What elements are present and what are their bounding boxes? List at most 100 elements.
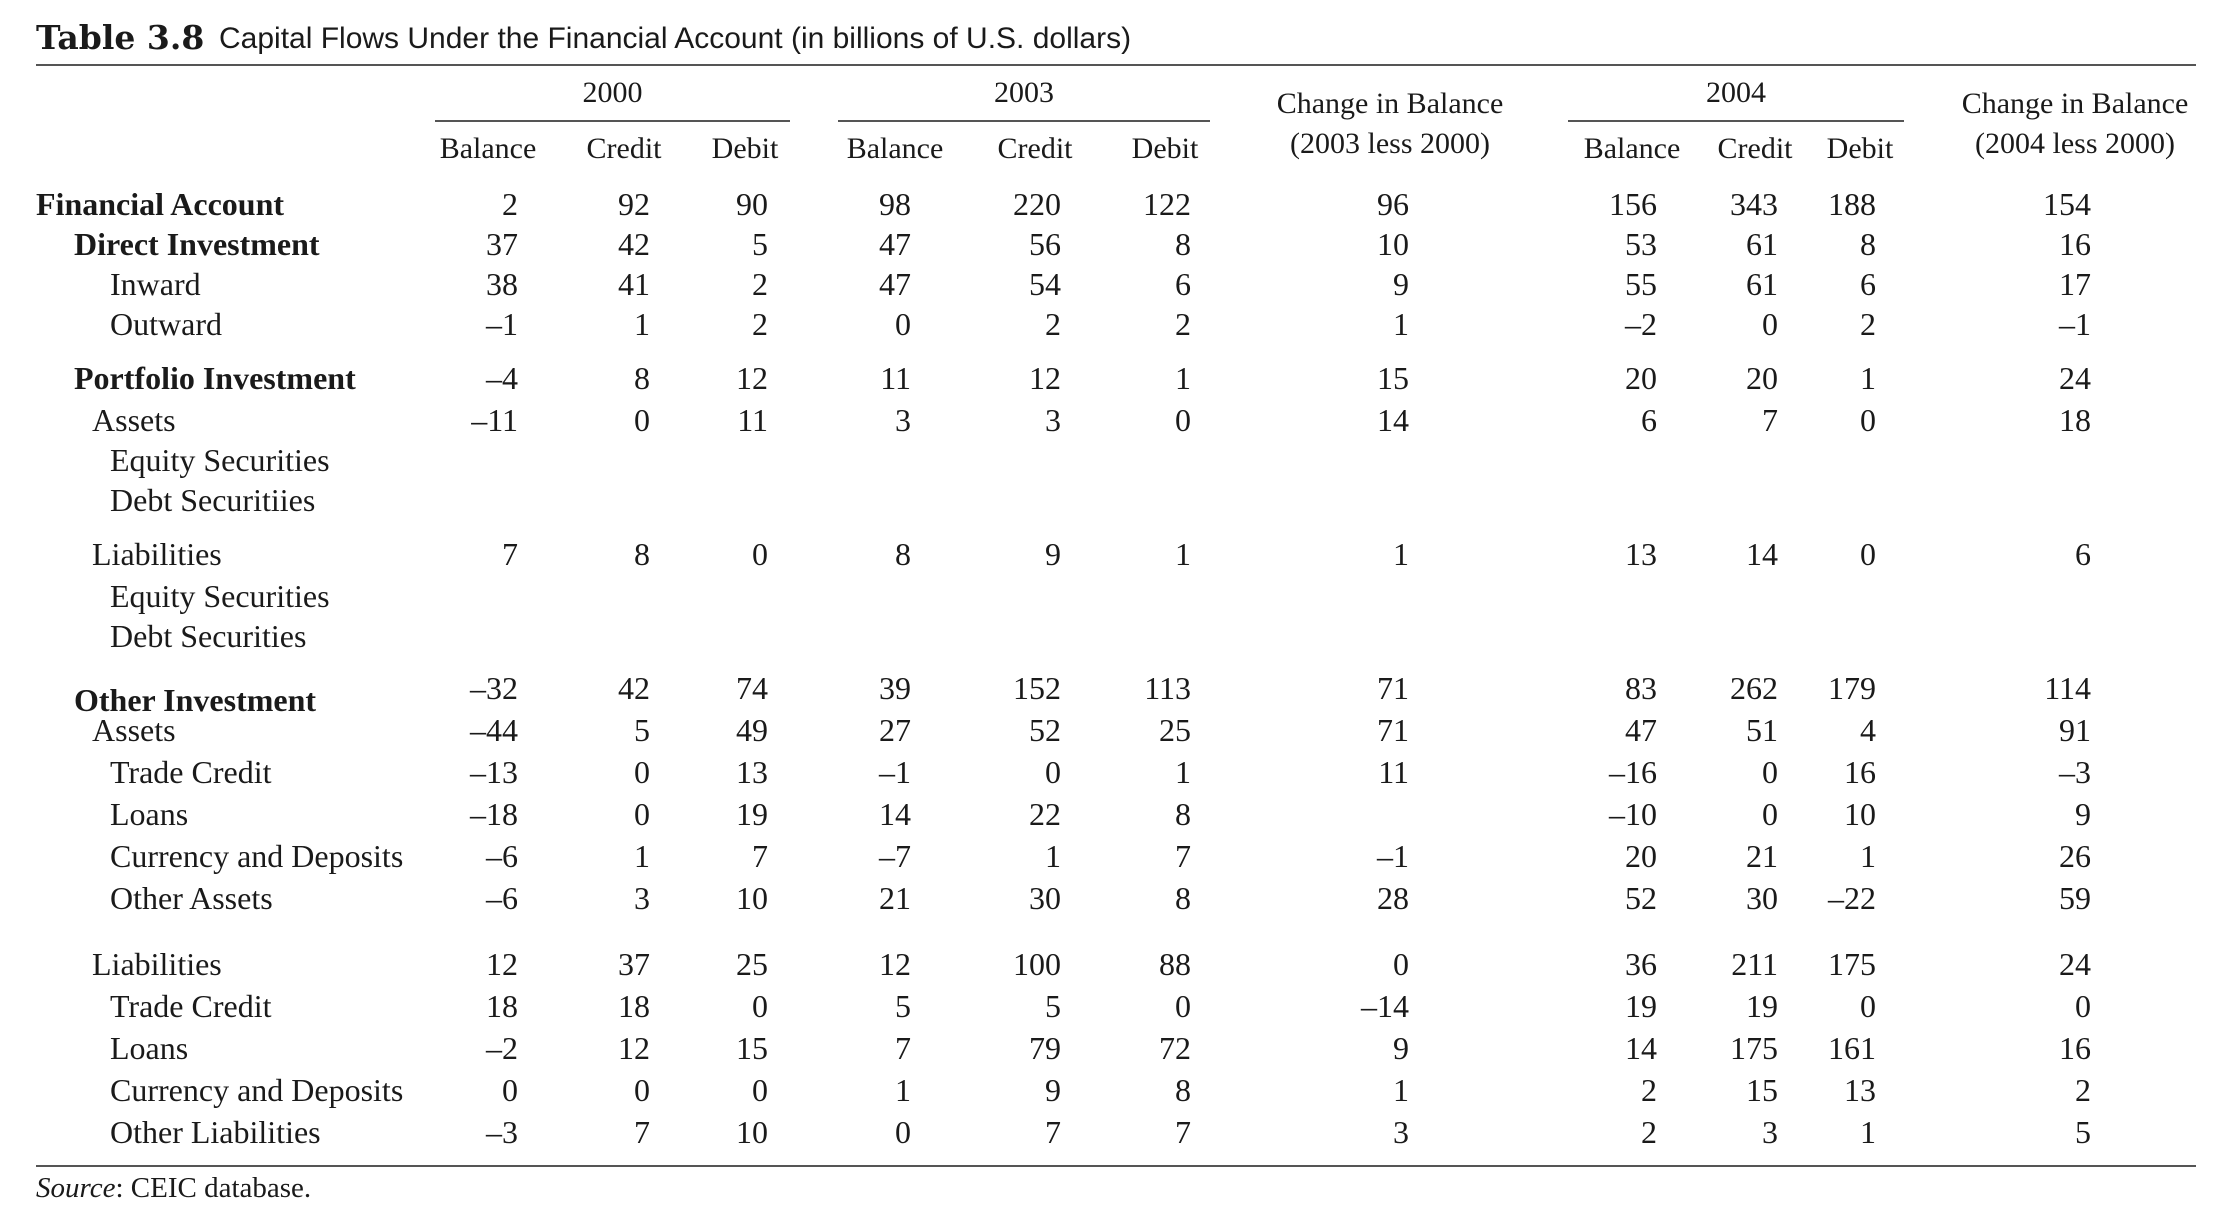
cell-2004-balance: 47	[1625, 712, 1657, 748]
cell-2003-balance: 21	[879, 880, 911, 916]
cell-2000-credit: 0	[634, 402, 650, 438]
row-label: Loans	[110, 796, 189, 832]
row-label: Assets	[92, 402, 176, 438]
cell-change-2003: 10	[1377, 226, 1409, 262]
cell-2004-balance: 53	[1625, 226, 1657, 262]
cell-2003-balance: 27	[879, 712, 911, 748]
cell-2003-debit: 8	[1175, 1072, 1191, 1108]
cell-2004-credit: 20	[1746, 360, 1778, 396]
cell-change-2004: 16	[2059, 226, 2091, 262]
cell-change-2004: 24	[2059, 946, 2091, 982]
cell-2003-debit: 72	[1159, 1030, 1191, 1066]
cell-2003-credit: 22	[1029, 796, 1061, 832]
cell-2000-balance: 7	[502, 536, 518, 572]
row-label: Outward	[110, 306, 222, 342]
cell-2004-balance: –2	[1625, 306, 1657, 342]
cell-2003-debit: 7	[1175, 838, 1191, 874]
cell-2000-credit: 7	[634, 1114, 650, 1150]
col-header-2000-debit: Debit	[711, 132, 779, 165]
change-header-2003-line1: Change in Balance	[1276, 87, 1504, 120]
cell-2003-credit: 100	[1013, 946, 1061, 982]
cell-2000-debit: 90	[736, 186, 768, 222]
table-row: Other Assets –6 3 10 21 30 8 28 52 30 –22 59	[0, 880, 2215, 920]
row-label: Currency and Deposits	[110, 1072, 404, 1108]
cell-2004-credit: 61	[1746, 266, 1778, 302]
cell-2000-credit: 5	[634, 712, 650, 748]
row-label: Financial Account	[36, 186, 285, 222]
cell-2000-balance: –6	[486, 838, 518, 874]
group-header-2004: 2004	[1706, 76, 1766, 109]
cell-2000-credit: 12	[618, 1030, 650, 1066]
bottom-rule	[36, 1165, 2196, 1167]
cell-2003-balance: 98	[879, 186, 911, 222]
row-label: Other Investment	[74, 682, 317, 718]
cell-2000-debit: 0	[752, 536, 768, 572]
cell-2004-balance: 55	[1625, 266, 1657, 302]
cell-2000-balance: 18	[486, 988, 518, 1024]
cell-change-2003: 28	[1377, 880, 1409, 916]
cell-2004-credit: 175	[1730, 1030, 1778, 1066]
cell-2003-balance: 12	[879, 946, 911, 982]
cell-2000-credit: 18	[618, 988, 650, 1024]
cell-2004-balance: 6	[1641, 402, 1657, 438]
cell-2003-credit: 52	[1029, 712, 1061, 748]
cell-2003-debit: 25	[1159, 712, 1191, 748]
cell-2004-credit: 262	[1730, 670, 1778, 706]
cell-2003-debit: 7	[1175, 1114, 1191, 1150]
cell-2003-balance: 1	[895, 1072, 911, 1108]
cell-change-2004: 114	[2044, 670, 2091, 706]
cell-2004-balance: 2	[1641, 1072, 1657, 1108]
col-header-2000-balance: Balance	[439, 132, 537, 165]
cell-2004-credit: 19	[1746, 988, 1778, 1024]
cell-2000-credit: 0	[634, 754, 650, 790]
cell-change-2003: 0	[1393, 946, 1409, 982]
cell-change-2003: 71	[1377, 670, 1409, 706]
cell-2000-credit: 3	[634, 880, 650, 916]
cell-2000-balance: –18	[470, 796, 518, 832]
cell-2003-balance: 11	[880, 360, 911, 396]
cell-2004-credit: 3	[1762, 1114, 1778, 1150]
cell-2004-debit: 161	[1828, 1030, 1876, 1066]
cell-2003-debit: 0	[1175, 988, 1191, 1024]
cell-2003-debit: 1	[1175, 754, 1191, 790]
cell-2003-credit: 30	[1029, 880, 1061, 916]
cell-2000-debit: 5	[752, 226, 768, 262]
top-rule	[36, 64, 2196, 66]
cell-change-2004: 17	[2059, 266, 2091, 302]
cell-2000-debit: 7	[752, 838, 768, 874]
cell-2004-credit: 343	[1730, 186, 1778, 222]
table-row: Trade Credit 18 18 0 5 5 0 –14 19 19 0 0	[0, 988, 2215, 1028]
cell-2004-balance: –10	[1609, 796, 1657, 832]
cell-2004-credit: 211	[1731, 946, 1778, 982]
cell-2003-debit: 1	[1175, 360, 1191, 396]
row-label: Portfolio Investment	[74, 360, 356, 396]
cell-2003-credit: 5	[1045, 988, 1061, 1024]
source-label: Source	[36, 1172, 116, 1204]
change-header-2003: Change in Balance (2003 less 2000)	[1240, 84, 1540, 164]
cell-2003-credit: 9	[1045, 536, 1061, 572]
table-row: Currency and Deposits 0 0 0 1 9 8 1 2 15 13 2	[0, 1072, 2215, 1112]
change-header-2004: Change in Balance (2004 less 2000)	[1940, 84, 2210, 164]
table-row: Equity Securities	[0, 578, 2215, 618]
cell-2000-debit: 12	[736, 360, 768, 396]
cell-2003-credit: 79	[1029, 1030, 1061, 1066]
cell-2000-debit: 0	[752, 1072, 768, 1108]
col-header-2003-balance: Balance	[846, 132, 944, 165]
cell-2003-credit: 1	[1045, 838, 1061, 874]
cell-2003-credit: 220	[1013, 186, 1061, 222]
group-underline-2004	[1568, 120, 1904, 122]
cell-2003-balance: 8	[895, 536, 911, 572]
cell-2004-credit: 0	[1762, 754, 1778, 790]
cell-2003-credit: 3	[1045, 402, 1061, 438]
cell-2000-balance: –44	[470, 712, 518, 748]
col-header-2004-balance: Balance	[1583, 132, 1681, 165]
table-row: Financial Account 2 92 90 98 220 122 96 156 343 18…	[0, 186, 2215, 226]
cell-change-2004: 0	[2075, 988, 2091, 1024]
cell-change-2004: –1	[2059, 306, 2091, 342]
table-row: Inward 38 41 2 47 54 6 9 55 61 6 17	[0, 266, 2215, 306]
cell-change-2003: 1	[1393, 1072, 1409, 1108]
cell-change-2004: 16	[2059, 1030, 2091, 1066]
cell-2004-debit: 10	[1844, 796, 1876, 832]
cell-2000-credit: 0	[634, 1072, 650, 1108]
cell-2004-debit: 13	[1844, 1072, 1876, 1108]
